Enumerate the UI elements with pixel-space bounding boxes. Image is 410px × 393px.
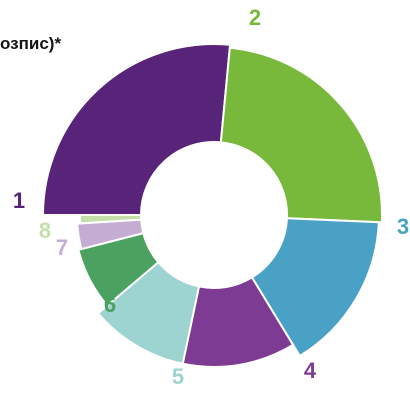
slice-label-3: 3 <box>397 214 409 239</box>
donut-slice-1 <box>41 43 232 216</box>
chart-title: озпис)* <box>0 34 62 53</box>
donut-slice-5 <box>96 260 201 365</box>
slice-label-1: 1 <box>13 188 25 213</box>
donut-slice-2 <box>219 46 383 224</box>
slice-label-8: 8 <box>39 218 51 243</box>
slice-label-7: 7 <box>56 235 68 260</box>
donut-slice-6 <box>77 231 160 307</box>
slice-label-2: 2 <box>249 5 261 30</box>
slice-label-4: 4 <box>304 358 317 383</box>
slice-label-6: 6 <box>104 292 116 317</box>
donut-slice-8 <box>78 214 143 225</box>
slice-label-5: 5 <box>172 364 184 389</box>
donut-slice-3 <box>250 217 380 358</box>
